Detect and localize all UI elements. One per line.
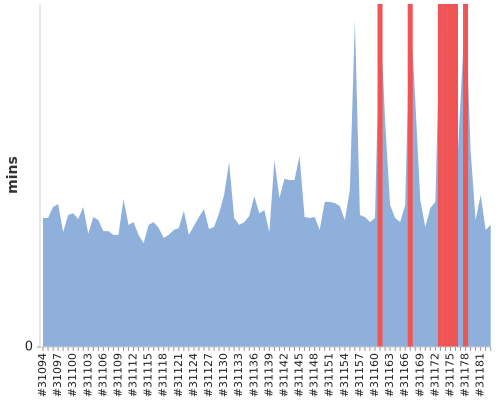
x-tick-label: #31115 xyxy=(142,353,155,397)
x-tick-label: #31172 xyxy=(428,353,441,397)
area xyxy=(43,4,491,347)
x-tick-label: #31166 xyxy=(398,353,411,397)
x-tick-label: #31100 xyxy=(66,353,79,397)
failed-build-bar xyxy=(452,4,459,347)
x-tick-label: #31121 xyxy=(172,353,185,397)
x-tick-label: #31133 xyxy=(232,353,245,397)
failed-build-bar xyxy=(437,4,443,347)
x-tick-label: #31160 xyxy=(368,353,381,397)
x-tick-label: #31178 xyxy=(459,353,472,397)
x-tick-label: #31094 xyxy=(36,353,49,397)
x-tick-label: #31169 xyxy=(413,353,426,397)
y-tick-label: 0 xyxy=(25,340,33,355)
x-tick-label: #31157 xyxy=(353,353,366,397)
x-tick-label: #31181 xyxy=(474,353,487,397)
x-tick-label: #31136 xyxy=(247,353,260,397)
x-tick-label: #31118 xyxy=(157,353,170,397)
failed-build-bar xyxy=(377,4,383,347)
failed-build-bar xyxy=(447,4,453,347)
x-tick-label: #31151 xyxy=(323,353,336,397)
failed-build-bar xyxy=(407,4,413,347)
x-tick-label: #31106 xyxy=(96,353,109,397)
x-tick-label: #31103 xyxy=(81,353,94,397)
x-tick-label: #31154 xyxy=(338,353,351,397)
x-tick-label: #31139 xyxy=(262,353,275,397)
x-tick-label: #31163 xyxy=(383,353,396,397)
x-tick-label: #31130 xyxy=(217,353,230,397)
x-tick-label: #31127 xyxy=(202,353,215,397)
x-tick-label: #31124 xyxy=(187,353,200,397)
failed-build-bar xyxy=(463,4,469,347)
x-tick-label: #31109 xyxy=(111,353,124,397)
x-tick-label: #31145 xyxy=(293,353,306,397)
x-tick-label: #31112 xyxy=(127,353,140,397)
x-tick-label: #31097 xyxy=(51,353,64,397)
y-axis-label: mins xyxy=(5,156,21,194)
x-tick-label: #31175 xyxy=(443,353,456,397)
failed-build-bar xyxy=(442,4,448,347)
x-tick-label: #31142 xyxy=(277,353,290,397)
x-tick-label: #31148 xyxy=(308,353,321,397)
